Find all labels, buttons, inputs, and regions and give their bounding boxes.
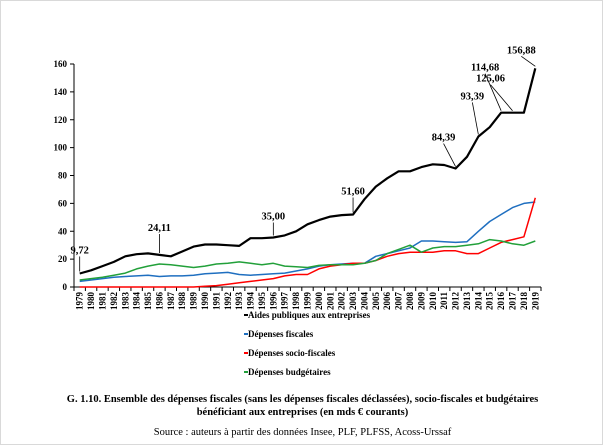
legend-entry: Aides publiques aux entreprises [248, 310, 371, 320]
x-tick-label: 1999 [303, 292, 313, 311]
x-tick-label: 2009 [416, 292, 426, 311]
x-tick-label: 1983 [120, 292, 130, 311]
x-tick-label: 2011 [439, 292, 449, 310]
x-tick-label: 1984 [132, 292, 142, 311]
data-label: 125,06 [476, 74, 505, 85]
x-tick-label: 1995 [257, 292, 267, 311]
data-label: 24,11 [148, 223, 171, 234]
legend-entry: Dépenses fiscales [248, 329, 314, 339]
x-tick-label: 1997 [280, 292, 290, 311]
x-tick-label: 1991 [211, 292, 221, 311]
x-tick-label: 2005 [371, 292, 381, 311]
x-tick-label: 1990 [200, 292, 210, 311]
x-tick-label: 1988 [177, 292, 187, 311]
x-tick-label: 2004 [359, 292, 369, 311]
series-line-0 [79, 68, 537, 275]
x-tick-label: 1979 [75, 292, 85, 311]
x-tick-label: 1987 [166, 292, 176, 311]
caption-line-1: G. 1.10. Ensemble des dépenses fiscales … [66, 394, 539, 405]
x-tick-label: 2014 [473, 292, 483, 311]
x-tick-label: 1982 [109, 292, 119, 311]
y-tick-label: 60 [58, 198, 68, 208]
y-tick-label: 0 [63, 282, 68, 292]
x-tick-label: 2001 [325, 292, 335, 311]
x-tick-label: 1992 [223, 292, 233, 311]
data-label: 114,68 [471, 63, 499, 74]
data-label-leader [490, 84, 513, 111]
legend-entry: Dépenses socio-fiscales [248, 348, 336, 358]
data-label: 51,60 [341, 187, 365, 198]
x-tick-label: 1994 [246, 292, 256, 311]
data-label-leader [521, 56, 536, 67]
y-tick-label: 140 [54, 87, 68, 97]
data-label: 156,88 [507, 45, 536, 56]
x-tick-label: 1993 [234, 292, 244, 311]
x-tick-label: 2012 [451, 292, 461, 311]
x-tick-label: 2007 [394, 292, 404, 311]
y-tick-label: 160 [54, 59, 68, 69]
data-label-leader [471, 102, 479, 135]
y-tick-label: 40 [58, 226, 68, 236]
y-tick-label: 20 [58, 254, 68, 264]
y-tick-label: 80 [58, 171, 68, 181]
data-label-leader [443, 143, 456, 167]
x-tick-label: 1996 [268, 292, 278, 311]
caption-line-2: bénéficiant aux entreprises (en mds € co… [196, 407, 409, 418]
x-tick-label: 1981 [97, 292, 107, 311]
data-label: 9,72 [71, 245, 89, 256]
data-label: 84,39 [432, 133, 456, 144]
x-tick-label: 1998 [291, 292, 301, 311]
data-label-leader [484, 73, 502, 111]
figure-caption: G. 1.10. Ensemble des dépenses fiscales … [0, 393, 605, 419]
series-line-2 [79, 197, 537, 288]
x-tick-label: 2013 [462, 292, 472, 311]
x-tick-label: 2000 [314, 292, 324, 311]
series-line-1 [79, 201, 536, 283]
x-tick-label: 2006 [382, 292, 392, 311]
x-tick-label: 1980 [86, 292, 96, 311]
x-tick-label: 1986 [154, 292, 164, 311]
x-tick-label: 2008 [405, 292, 415, 311]
legend-entry: Dépenses budgétaires [248, 367, 331, 377]
x-tick-label: 2017 [508, 292, 518, 311]
x-tick-label: 2010 [428, 292, 438, 311]
y-tick-label: 120 [54, 115, 68, 125]
x-tick-label: 2018 [519, 292, 529, 311]
figure-source: Source : auteurs à partir des données In… [153, 427, 452, 438]
x-tick-label: 2019 [530, 292, 540, 311]
y-tick-label: 100 [54, 143, 68, 153]
x-tick-label: 2003 [348, 292, 358, 311]
x-tick-label: 2016 [496, 292, 506, 311]
x-tick-label: 2015 [485, 292, 495, 311]
data-label: 35,00 [262, 212, 286, 223]
data-label: 93,39 [461, 91, 485, 102]
x-tick-label: 2002 [337, 292, 347, 311]
series-line-3 [79, 238, 536, 281]
x-tick-label: 1985 [143, 292, 153, 311]
x-tick-label: 1989 [189, 292, 199, 311]
